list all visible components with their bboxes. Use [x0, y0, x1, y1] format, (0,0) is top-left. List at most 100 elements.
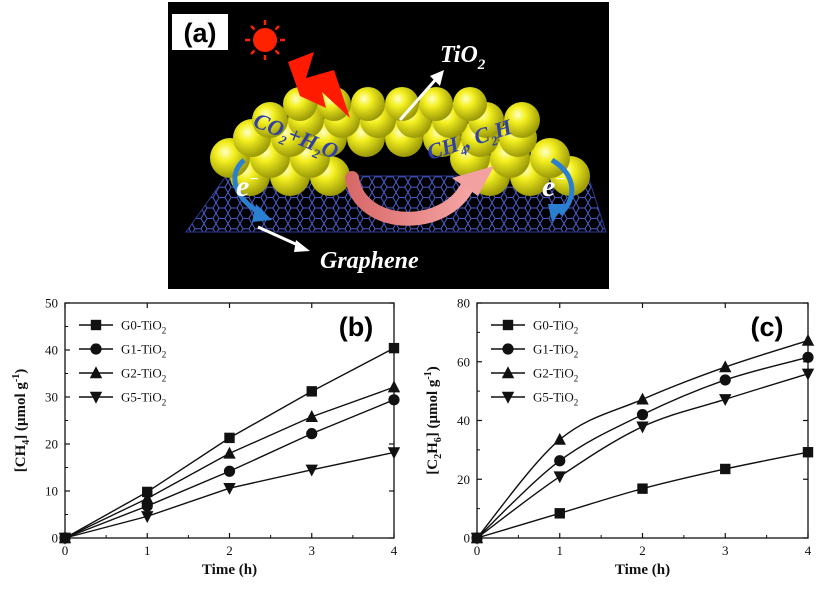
- x-tick-label: 0: [62, 543, 69, 558]
- electron-label-right: e−: [542, 170, 565, 203]
- data-point-triangle-up: [387, 380, 401, 393]
- data-point-triangle-down: [89, 391, 103, 404]
- y-tick-label: 10: [45, 484, 58, 499]
- tio2-sphere: [504, 102, 540, 138]
- x-tick-label: 2: [226, 543, 233, 558]
- x-tick-label: 4: [391, 543, 398, 558]
- data-point-triangle-up: [801, 333, 815, 346]
- data-point-circle: [802, 351, 814, 363]
- x-axis-title: Time (h): [202, 562, 257, 578]
- data-point-square: [637, 483, 648, 494]
- legend-entry: G5-TiO2: [533, 390, 578, 408]
- data-point-triangle-up: [223, 446, 236, 459]
- conversion-arrowhead: [452, 166, 494, 196]
- legend-entry: G2-TiO2: [121, 366, 166, 384]
- legend-entry: G0-TiO2: [121, 318, 166, 336]
- data-point-triangle-down: [636, 421, 649, 434]
- graphene-label: Graphene: [320, 248, 419, 274]
- panel-a-illustration: (a) TiO2 Graphene e− e− CO2+H2O CH4, C2H: [168, 2, 609, 289]
- data-point-triangle-up: [305, 410, 318, 422]
- sun-icon: [245, 20, 285, 60]
- data-point-triangle-up: [719, 360, 732, 373]
- x-tick-label: 2: [639, 543, 646, 558]
- tio2-sphere: [385, 87, 419, 121]
- x-tick-label: 3: [309, 543, 316, 558]
- data-point-triangle-up: [141, 491, 154, 504]
- y-tick-label: 0: [52, 531, 59, 546]
- data-point-triangle-down: [553, 471, 566, 484]
- data-point-triangle-down: [501, 391, 515, 404]
- tio2-sphere: [252, 102, 288, 138]
- graphene-pointer-arrow: [257, 225, 301, 248]
- legend-entry: G2-TiO2: [533, 366, 578, 384]
- data-point-circle: [554, 455, 566, 467]
- x-tick-label: 4: [805, 543, 812, 558]
- y-axis-title: [C2H6] (μmol g-1): [423, 366, 444, 475]
- data-point-square: [90, 319, 102, 331]
- electron-arrow-right: [550, 157, 575, 216]
- light-bolt-icon: [288, 52, 350, 118]
- data-point-triangle-up: [553, 432, 566, 445]
- legend-entry: G1-TiO2: [533, 342, 578, 360]
- data-point-circle: [719, 374, 731, 386]
- y-axis-title: [CH4] (μmol g-1): [11, 369, 32, 473]
- data-point-triangle-up: [636, 392, 649, 405]
- data-point-triangle-down: [58, 532, 72, 545]
- x-tick-label: 3: [722, 543, 729, 558]
- panel-a-letter: (a): [184, 18, 217, 48]
- y-tick-label: 20: [457, 472, 470, 487]
- data-point-triangle-down: [719, 394, 732, 407]
- tio2-sphere: [419, 87, 453, 121]
- data-point-square: [802, 447, 814, 458]
- y-tick-label: 30: [45, 390, 58, 405]
- data-point-triangle-down: [223, 482, 236, 495]
- legend-entry: G5-TiO2: [121, 390, 166, 408]
- y-tick-label: 40: [457, 413, 470, 428]
- x-tick-label: 1: [557, 543, 564, 558]
- data-point-square: [502, 319, 514, 331]
- data-point-circle: [636, 409, 649, 421]
- conversion-arrow: [345, 171, 477, 226]
- legend-entry: G1-TiO2: [121, 342, 166, 360]
- y-tick-label: 40: [45, 343, 58, 358]
- y-tick-label: 20: [45, 437, 58, 452]
- tio2-pointer-arrow: [398, 77, 439, 121]
- series-line-G0-TiO2: [476, 451, 809, 539]
- data-point-triangle-up: [501, 366, 515, 379]
- tio2-sphere: [351, 87, 385, 121]
- data-point-square: [554, 508, 565, 519]
- data-point-square: [388, 342, 400, 354]
- data-point-circle: [90, 343, 102, 355]
- electron-label-left: e−: [236, 170, 259, 203]
- data-point-triangle-down: [305, 464, 318, 477]
- data-point-triangle-up: [89, 366, 103, 379]
- x-tick-label: 1: [144, 543, 151, 558]
- data-point-circle: [388, 394, 400, 406]
- data-point-triangle-down: [470, 532, 484, 545]
- tio2-sphere: [453, 87, 487, 121]
- legend-entry: G0-TiO2: [533, 318, 578, 336]
- data-point-square: [306, 386, 317, 397]
- data-point-square: [720, 463, 731, 475]
- tio2-label: TiO2: [440, 42, 486, 73]
- series-line-G1-TiO2: [476, 356, 809, 539]
- data-point-circle: [306, 428, 318, 440]
- data-point-triangle-down: [387, 447, 401, 460]
- tio2-nanoparticles: [210, 87, 590, 196]
- y-tick-label: 50: [45, 296, 58, 311]
- data-point-triangle-down: [141, 511, 154, 524]
- y-tick-label: 0: [464, 531, 471, 546]
- x-tick-label: 0: [474, 543, 481, 558]
- data-point-circle: [502, 343, 514, 355]
- panel-c-letter: (c): [751, 312, 784, 342]
- data-point-circle: [223, 465, 236, 477]
- panel-a-letter-box: [172, 14, 228, 50]
- series-line-G5-TiO2: [64, 451, 395, 539]
- y-tick-label: 60: [457, 354, 470, 369]
- panel-b-letter: (b): [339, 312, 373, 342]
- data-point-square: [224, 432, 235, 444]
